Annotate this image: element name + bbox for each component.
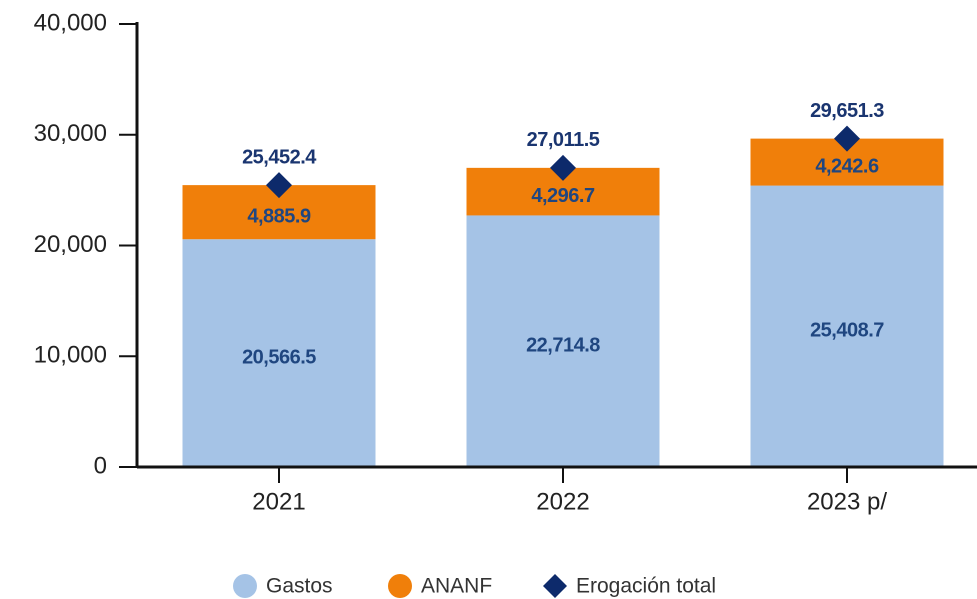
legend-marker: [543, 574, 567, 598]
bar-segment: [750, 185, 944, 468]
total-label: 25,452.4: [242, 146, 317, 168]
total-marker: [834, 125, 860, 152]
legend-label: Gastos: [266, 575, 333, 598]
y-tick-label: 30,000: [34, 120, 107, 147]
bar-label: 22,714.8: [526, 334, 600, 356]
total-marker: [550, 154, 576, 181]
x-tick-label: 2023 p/: [807, 488, 887, 515]
legend-marker: [233, 574, 257, 598]
bar-label: 4,296.7: [531, 185, 595, 207]
y-tick-label: 40,000: [34, 9, 107, 36]
bar-segment: [182, 239, 376, 467]
legend-marker: [388, 574, 412, 598]
legend-label: ANANF: [421, 575, 492, 598]
bar-label: 20,566.5: [242, 346, 316, 368]
legend-label: Erogación total: [576, 575, 716, 598]
total-marker: [266, 172, 292, 199]
total-label: 27,011.5: [527, 129, 600, 151]
bar-label: 4,885.9: [247, 205, 311, 227]
bar-segment: [466, 215, 660, 467]
y-tick-label: 10,000: [34, 342, 107, 369]
bar-label: 25,408.7: [810, 320, 884, 342]
y-tick-label: 20,000: [34, 231, 107, 258]
y-tick-label: 0: [94, 452, 107, 479]
x-tick-label: 2021: [252, 488, 305, 515]
total-label: 29,651.3: [810, 100, 884, 122]
bar-label: 4,242.6: [815, 155, 879, 177]
x-tick-label: 2022: [536, 488, 589, 515]
